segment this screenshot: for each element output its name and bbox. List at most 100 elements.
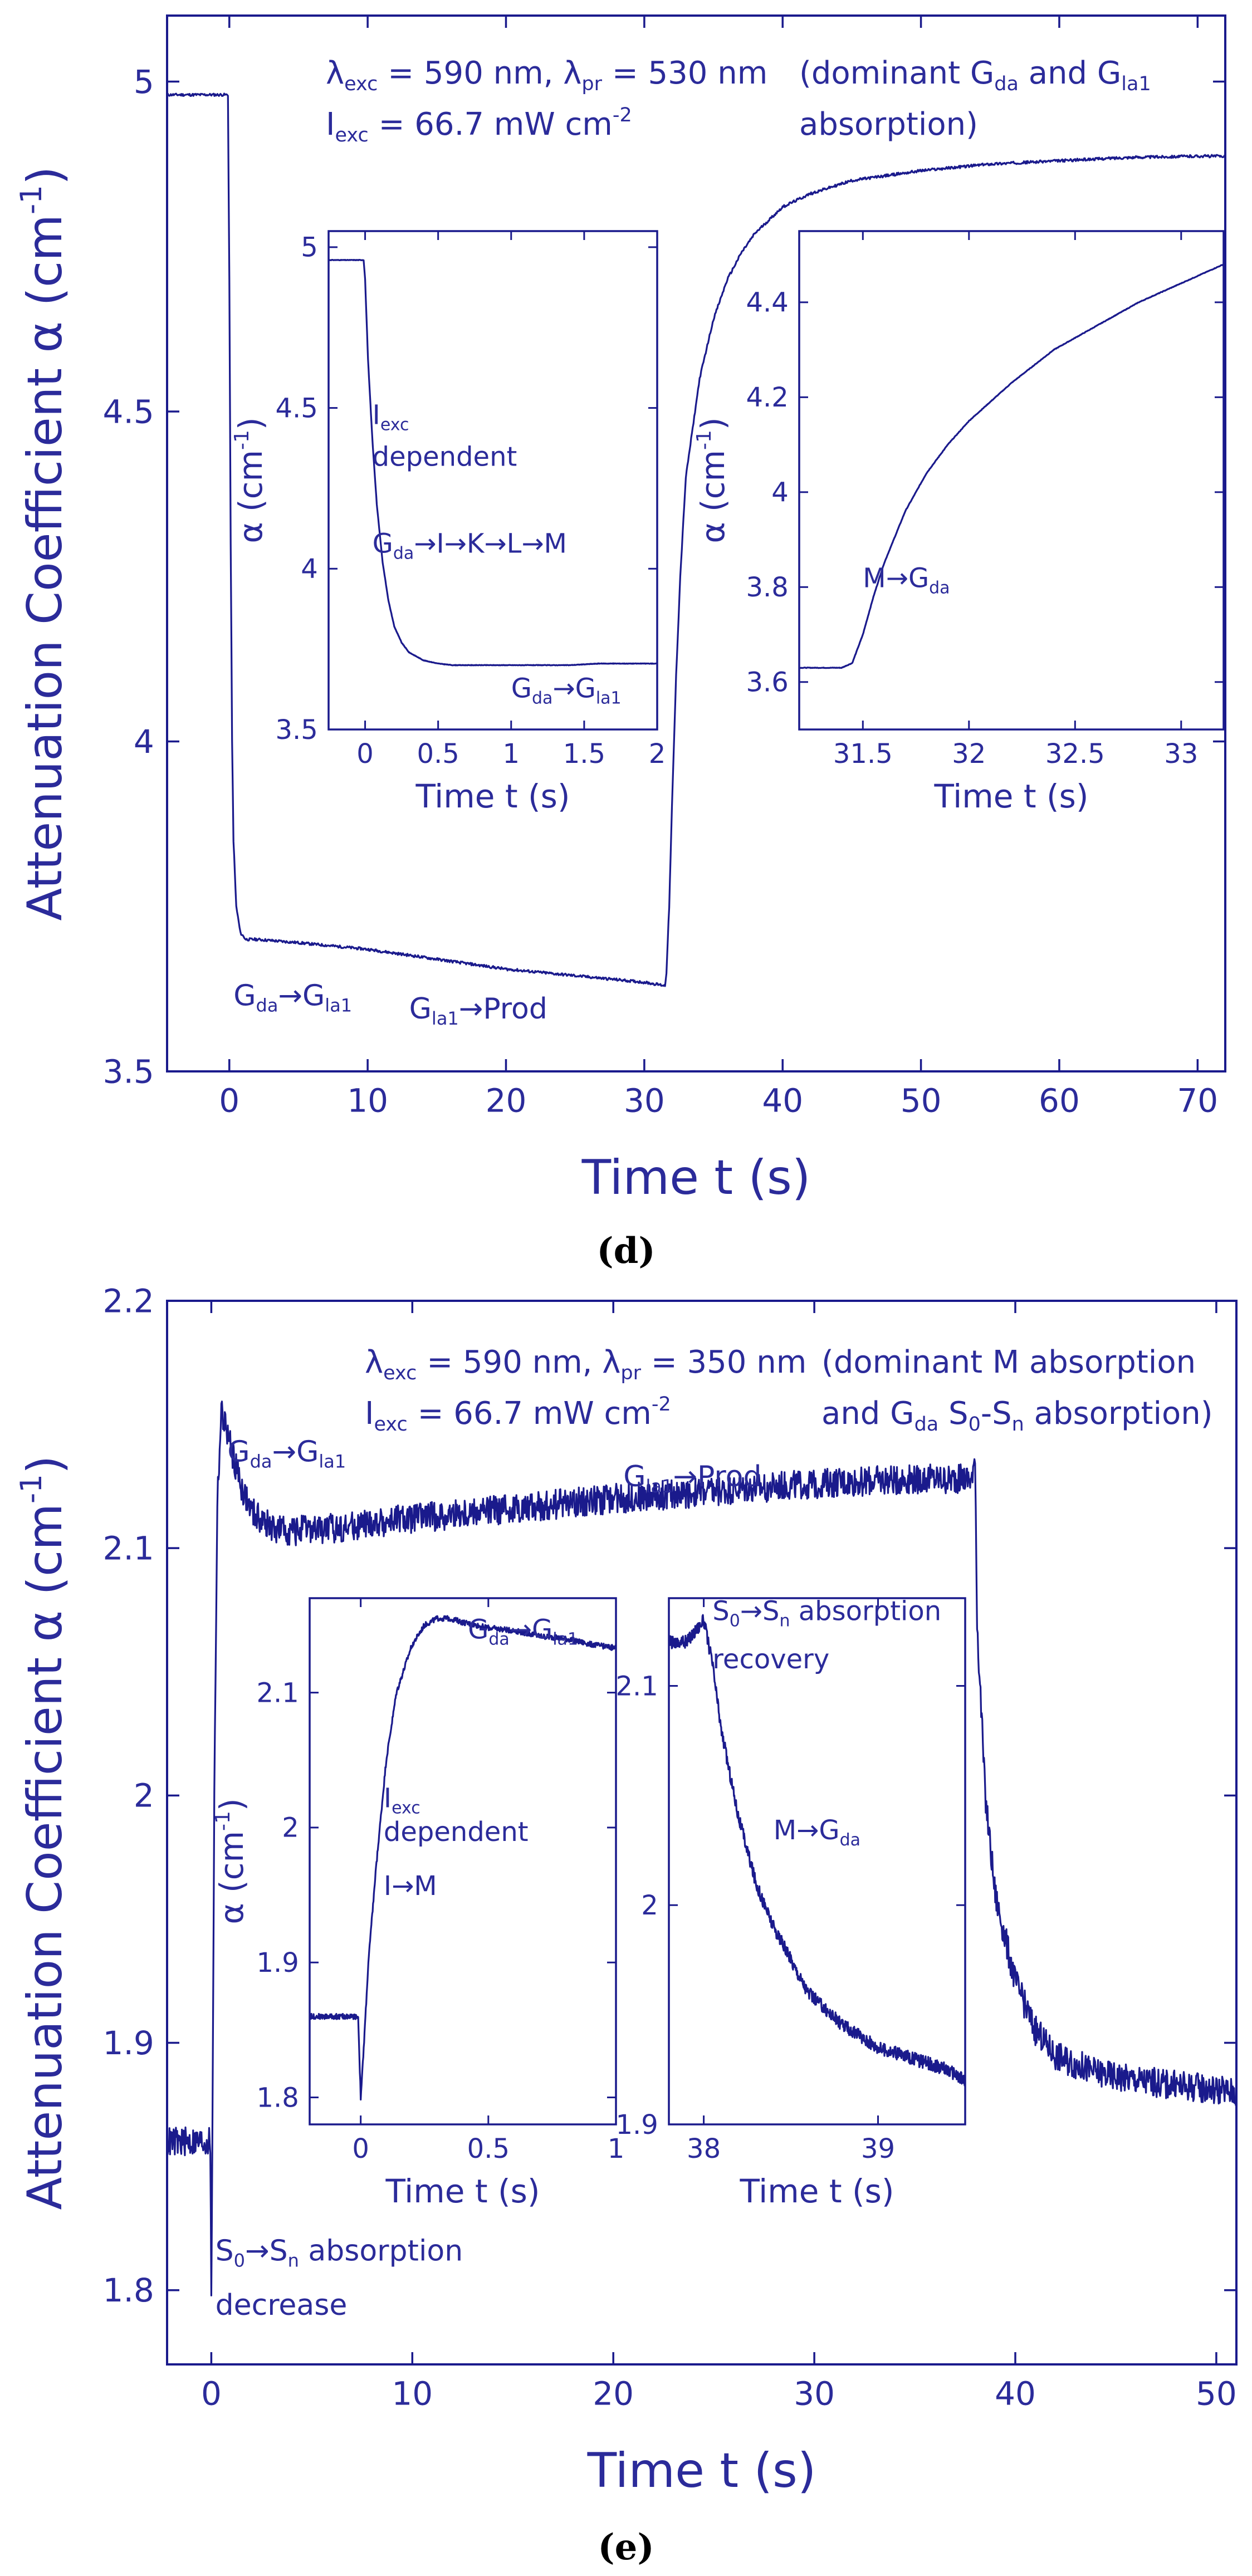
panel-d-inset-1-annotation: Iexc​ [373, 399, 409, 434]
panel-d-annotation: Gla1​→Prod [409, 992, 547, 1029]
panel-d-ytick-label: 4.5 [103, 393, 154, 430]
panel-d-condition: λexc​ = 590 nm, λpr​ = 530 nm [326, 55, 767, 95]
panel-e-inset-2-xlabel: Time t (s) [739, 2172, 894, 2210]
caption-e: (e) [598, 2526, 654, 2568]
panel-d-xtick-label: 20 [486, 1082, 527, 1120]
panel-d-inset-1-xtick-label: 1.5 [563, 738, 605, 770]
panel-e-inset-2-ytick-label: 2 [641, 1890, 658, 1921]
panel-e-ytick-label: 2.1 [103, 1529, 154, 1567]
panel-d-inset-2-annotation: M→Gda​ [863, 562, 950, 598]
panel-d-series-line [166, 92, 1226, 987]
panel-e-xtick-label: 10 [392, 2375, 433, 2413]
panel-d-inset-1-xlabel: Time t (s) [415, 777, 570, 815]
panel-e-inset-2-ytick-label: 1.9 [615, 2109, 658, 2141]
panel-d-ytick-label: 4 [134, 723, 154, 761]
panel-e-inset-2-annotation: M→Gda​ [774, 1815, 860, 1850]
panel-e-inset-1-ytick-label: 2 [282, 1813, 299, 1844]
panel-d-xtick-label: 10 [347, 1082, 388, 1120]
panel-d-xtick-label: 30 [624, 1082, 665, 1120]
panel-d-xtick-label: 60 [1039, 1082, 1080, 1120]
panel-d-inset-1-ytick-label: 4 [301, 554, 318, 585]
panel-e-inset-1-annotation: Gda​→Gla1​ [468, 1614, 578, 1649]
panel-e-inset-2-xtick-label: 38 [687, 2133, 721, 2164]
panel-e-ytick-label: 2 [134, 1777, 154, 1815]
panel-e-ytick-label: 2.2 [103, 1282, 154, 1320]
panel-e-inset-2-annotation: S0​→Sn​ absorption [712, 1595, 941, 1630]
panel-d-inset-1-annotation: dependent [373, 442, 517, 473]
panel-e-inset-2-series-line [668, 1614, 966, 2087]
panel-d-inset-2: 31.5 32 32.5 33 3.6 3.8 4 4.2 4.4 Time t (s) α (cm… [693, 230, 1225, 815]
panel-e-ylabel: Attenuation Coefficient α (cm-1​) [14, 1456, 73, 2210]
caption-d: (d) [596, 1230, 655, 1272]
panel-e-inset-1-ytick-label: 2.1 [256, 1677, 299, 1708]
panel-d-inset-2-xtick-label: 31.5 [833, 738, 893, 770]
panel-d-xtick-label: 40 [762, 1082, 803, 1120]
panel-d-inset-1-xtick-label: 2 [649, 738, 666, 770]
panel-d-inset-2-xtick-label: 32 [952, 738, 986, 770]
panel-d-inset-2-series-line [799, 263, 1224, 669]
panel-e-note: (dominant M absorption [821, 1344, 1196, 1380]
panel-e-inset-1-series-line [309, 1615, 617, 2101]
panel-d-inset-2-ytick-label: 4 [771, 477, 789, 508]
panel-e-inset-1: 0 0.5 1 1.8 1.9 2 2.1 Time t (s) α (cm-1​) Gda​→G… [212, 1597, 625, 2210]
panel-d-inset-2-xtick-label: 33 [1164, 738, 1198, 770]
panel-d-ylabel: Attenuation Coefficient α (cm-1​) [14, 166, 73, 921]
panel-e-inset-1-ylabel: α (cm-1​) [212, 1798, 251, 1924]
panel-e-inset-1-xtick-label: 0.5 [467, 2133, 510, 2164]
panel-d-annotation: Gda​→Gla1​ [233, 980, 352, 1016]
panel-d-inset-1-ylabel: α (cm-1​) [231, 417, 270, 543]
panel-d-inset-2-ylabel: α (cm-1​) [693, 417, 732, 543]
panel-e-series-line [166, 1400, 1238, 2296]
panel-e-xtick-label: 20 [593, 2375, 634, 2413]
panel-e-annotation: S0​→Sn​ absorption [216, 2234, 463, 2271]
panel-e-inset-1-frame [309, 1597, 617, 2126]
panel-e-ytick-label: 1.8 [103, 2271, 154, 2309]
panel-d-xtick-label: 0 [219, 1082, 239, 1120]
panel-d-ytick-label: 5 [134, 63, 154, 101]
panel-d-inset-1-xtick-label: 0.5 [417, 738, 459, 770]
panel-e-inset-2-annotation: recovery [712, 1644, 829, 1675]
panel-e-inset-2-xtick-label: 39 [861, 2133, 895, 2164]
panel-e-ytick-label: 1.9 [103, 2024, 154, 2062]
panel-d-inset-1-annotation: Gda​→I→K→L→M [373, 528, 567, 563]
panel-d-inset-1: 0 0.5 1 1.5 2 3.5 4 4.5 5 Time t (s) α (cm-1​) Iexc… [231, 230, 666, 815]
panel-e-xtick-label: 50 [1196, 2375, 1237, 2413]
panel-e-inset-1-xtick-label: 1 [608, 2133, 625, 2164]
panel-e-inset-1-annotation: dependent [384, 1816, 529, 1848]
panel-e-note: and Gda​ S0​-Sn​ absorption) [821, 1395, 1213, 1436]
panel-d-inset-1-ytick-label: 5 [301, 232, 318, 263]
panel-e-annotation: Gla1​→Prod [623, 1460, 761, 1497]
panel-d-inset-1-annotation: Gda​→Gla1​ [511, 673, 622, 708]
panel-d-xtick-label: 50 [901, 1082, 942, 1120]
panel-e-inset-2: 38 39 1.9 2 2.1 Time t (s) S0​→Sn​ absorption r… [615, 1595, 966, 2210]
panel-e-inset-2-ytick-label: 2.1 [615, 1671, 658, 1702]
panel-e-inset-1-annotation: Iexc​ [384, 1783, 420, 1818]
panel-e-xtick-label: 40 [995, 2375, 1036, 2413]
panel-d-inset-2-xtick-label: 32.5 [1045, 738, 1105, 770]
panel-e-xtick-label: 30 [794, 2375, 835, 2413]
panel-d-inset-1-frame [327, 230, 658, 731]
panel-e-inset-1-ytick-label: 1.8 [256, 2082, 299, 2113]
panel-d-note: absorption) [799, 106, 978, 143]
panel-d-inset-2-ytick-label: 3.6 [746, 667, 788, 698]
panel-d-inset-1-ytick-label: 4.5 [275, 393, 317, 424]
panel-d-xtick-label: 70 [1177, 1082, 1218, 1120]
panel-d-inset-2-frame [798, 230, 1225, 731]
panel-d-inset-2-ytick-label: 3.8 [746, 572, 788, 603]
panel-d-note: (dominant Gda​ and Gla1​ [799, 55, 1151, 95]
panel-e-xtick-label: 0 [201, 2375, 222, 2413]
panel-d-ytick-label: 3.5 [103, 1052, 154, 1090]
panel-e-condition: λexc​ = 590 nm, λpr​ = 350 nm [365, 1344, 806, 1384]
panel-e-inset-1-ytick-label: 1.9 [256, 1947, 299, 1978]
panel-d-inset-2-xlabel: Time t (s) [933, 777, 1088, 815]
panel-e-inset-1-xtick-label: 0 [352, 2133, 369, 2164]
panel-d-inset-1-xtick-label: 0 [356, 738, 374, 770]
panel-d-inset-1-series-line [328, 259, 658, 667]
panel-e-annotation: decrease [216, 2289, 348, 2322]
panel-d-condition: Iexc​ = 66.7 mW cm-2​ [326, 104, 632, 146]
panel-d-inset-1-xtick-label: 1 [503, 738, 520, 770]
panel-d-xlabel: Time t (s) [581, 1150, 811, 1206]
panel-d-inset-1-ytick-label: 3.5 [275, 714, 317, 746]
